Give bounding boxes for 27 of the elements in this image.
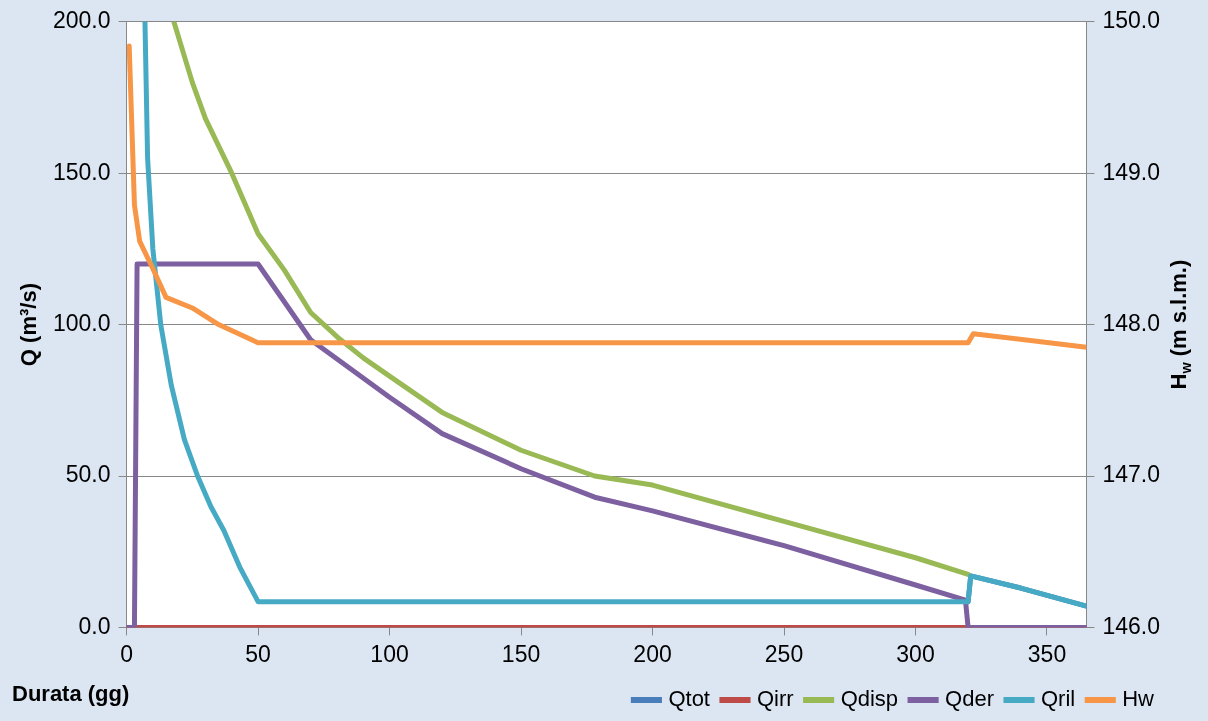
x-tick-label: 50 — [245, 640, 271, 667]
y-tick-label: 50.0 — [65, 461, 111, 488]
x-axis-title: Durata (gg) — [12, 681, 130, 707]
y2-tick-label: 150.0 — [1102, 7, 1161, 34]
x-tick-label: 200 — [633, 640, 672, 667]
legend-label: Qril — [1041, 686, 1076, 712]
y-tick-label: 100.0 — [52, 309, 111, 336]
legend-label: Qtot — [668, 686, 710, 712]
y-tick-label: 150.0 — [52, 158, 111, 185]
legend-label: Qdisp — [840, 686, 899, 712]
x-tick-label: 100 — [370, 640, 409, 667]
y2-tick-label: 149.0 — [1102, 158, 1161, 185]
x-tick-label: 150 — [501, 640, 541, 667]
legend-label: Qder — [945, 686, 995, 712]
x-tick-label: 300 — [896, 640, 935, 667]
legend-label: Hw — [1122, 686, 1155, 712]
y2-tick-label: 146.0 — [1102, 612, 1161, 639]
x-tick-label: 0 — [120, 640, 133, 667]
y-tick-label: 200.0 — [52, 7, 111, 34]
x-tick-label: 250 — [764, 640, 804, 667]
y2-tick-label: 147.0 — [1102, 461, 1161, 488]
y-tick-label: 0.0 — [78, 612, 111, 639]
y-axis-title: Q (m³/s) — [16, 283, 42, 367]
y2-tick-label: 148.0 — [1102, 309, 1161, 336]
legend-label: Qirr — [756, 686, 794, 712]
y2-axis-title: Hw (m s.l.m.) — [1166, 259, 1194, 390]
x-tick-label: 350 — [1027, 640, 1067, 667]
